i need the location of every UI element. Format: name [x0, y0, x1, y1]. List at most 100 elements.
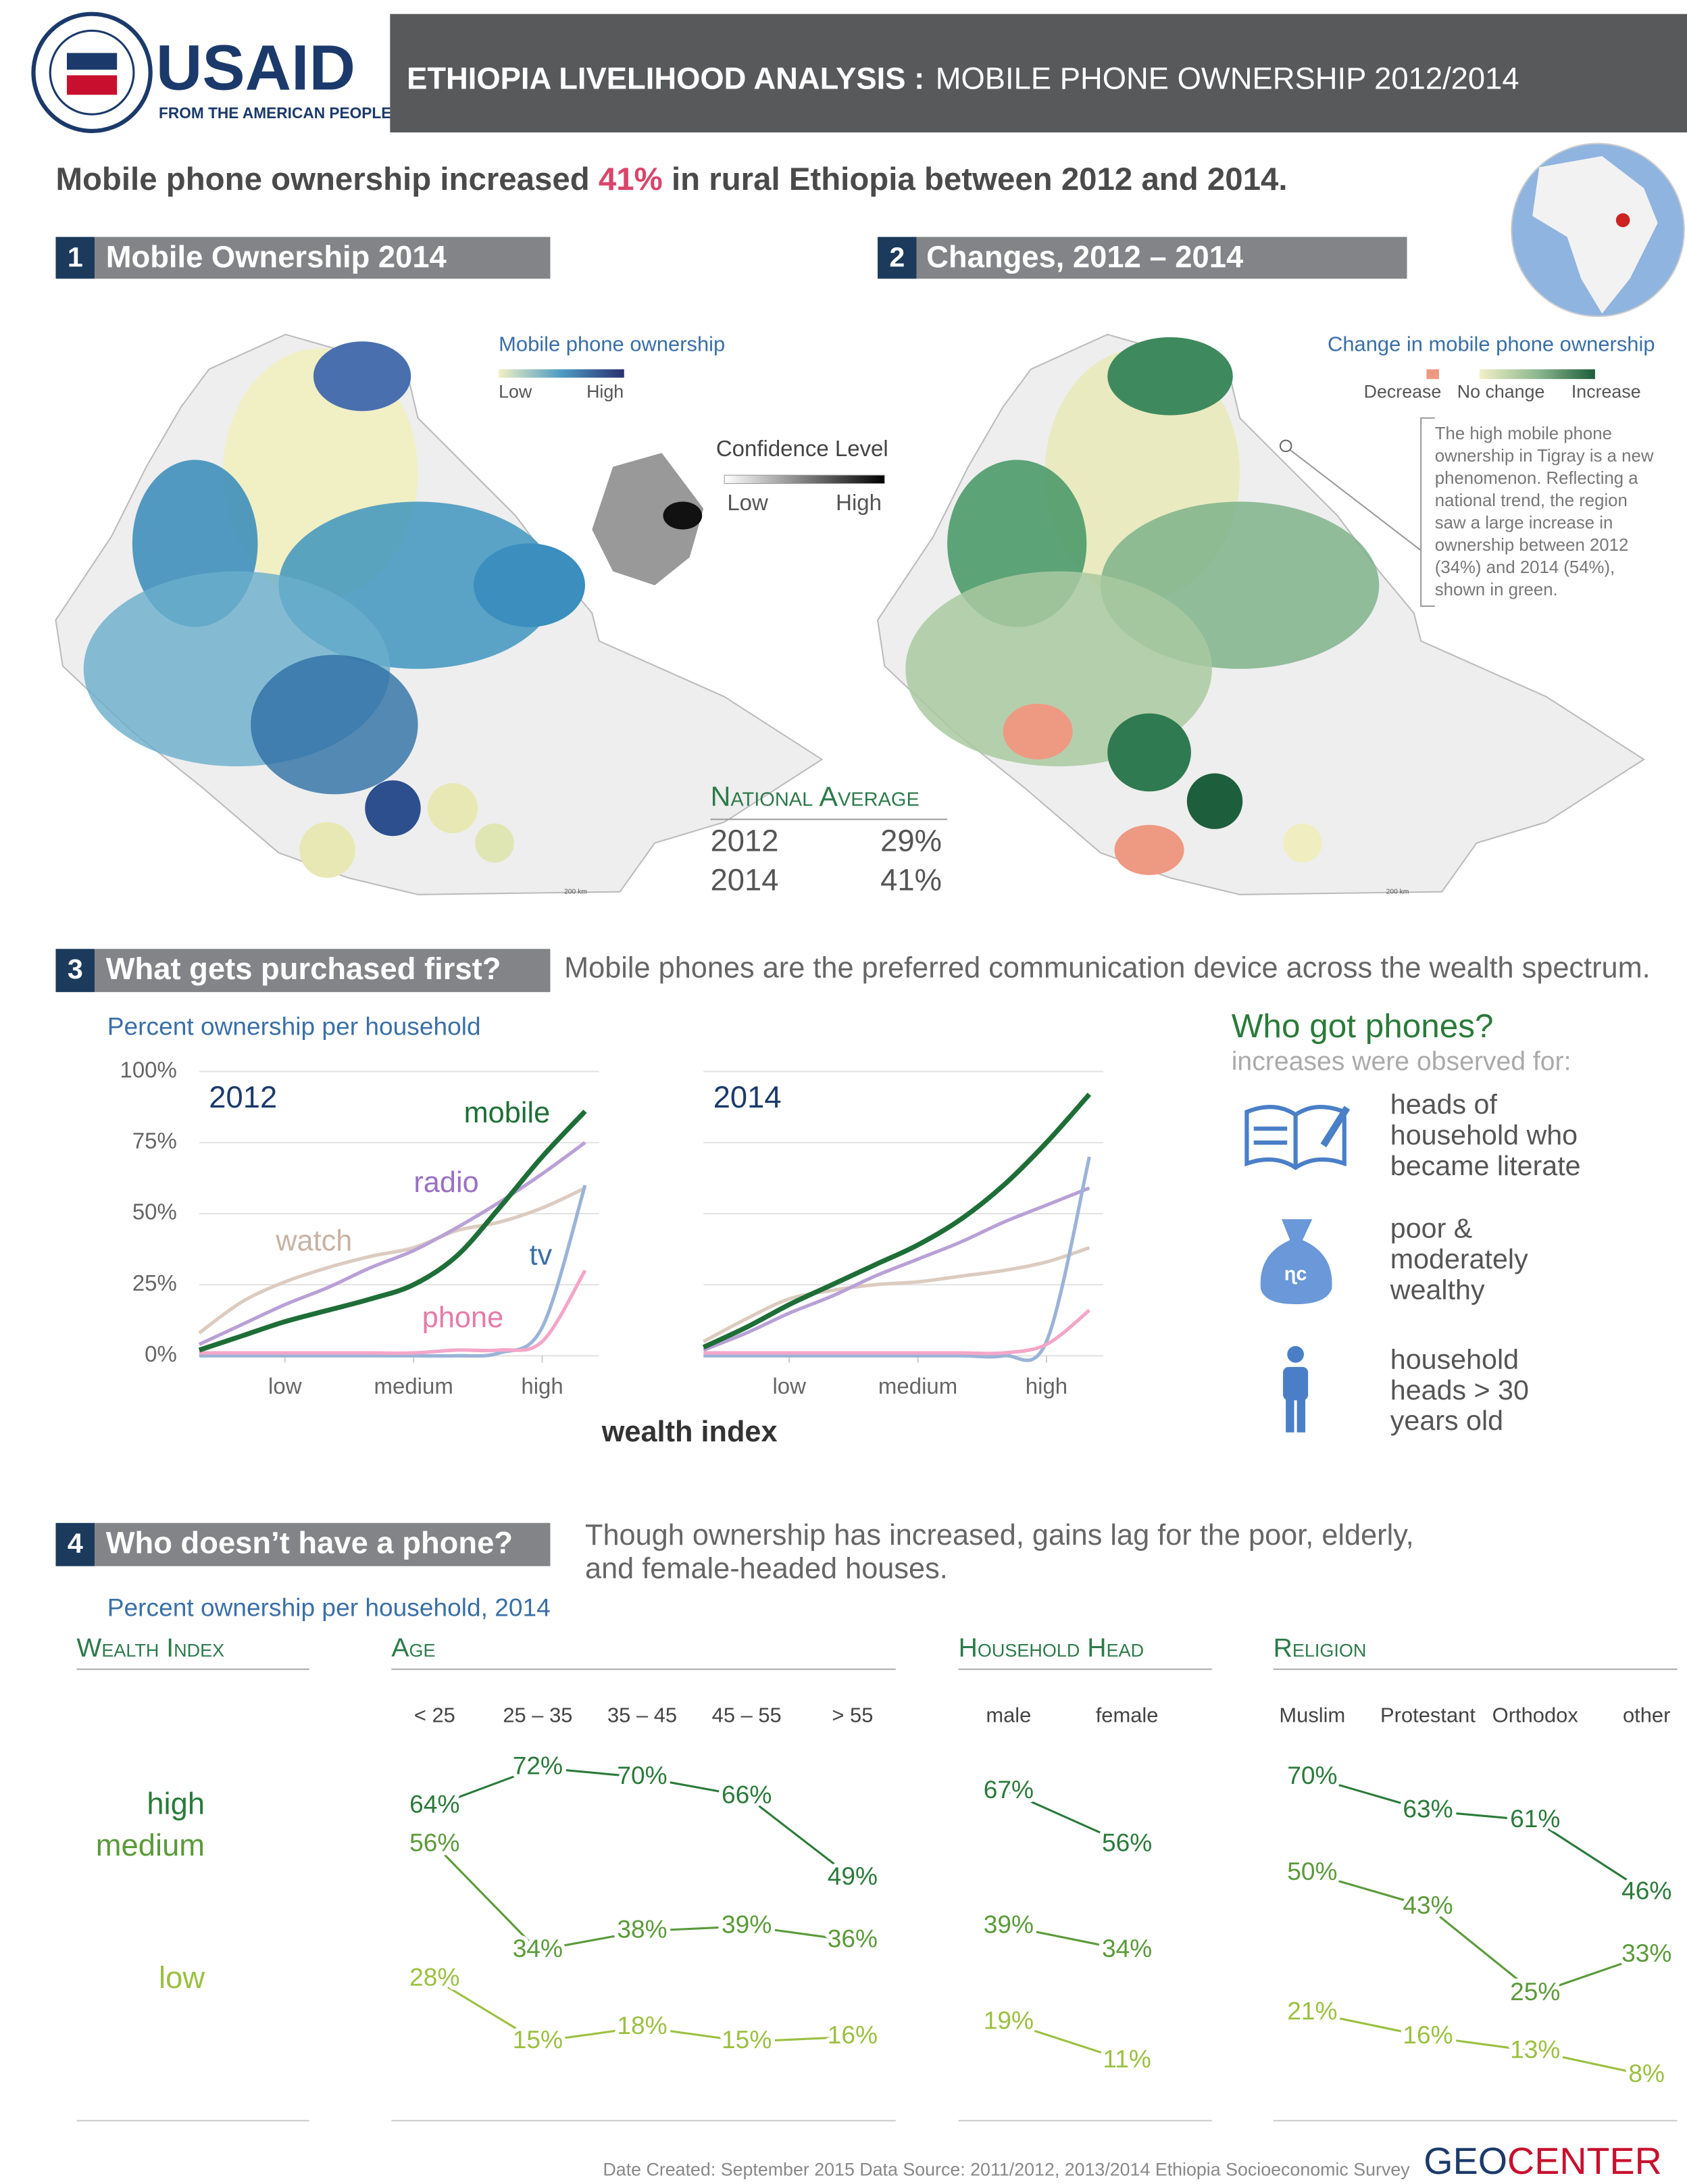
category-label: Muslim — [1279, 1704, 1345, 1727]
annotation-line: ownership between 2012 — [1435, 536, 1629, 555]
section-1-header: 1 Mobile Ownership 2014 — [55, 237, 551, 279]
value-label: 63% — [1403, 1795, 1453, 1823]
who-got-item: wealthy — [1390, 1274, 1485, 1305]
legend-high: High — [586, 382, 624, 402]
value-label: 8% — [1628, 2059, 1665, 2087]
legend-title: Change in mobile phone ownership — [1328, 332, 1655, 356]
headline-text: in rural Ethiopia between 2012 and 2014. — [663, 162, 1288, 197]
value-label: 39% — [984, 1910, 1034, 1938]
value-label: 49% — [828, 1862, 878, 1890]
value-label: 39% — [722, 1910, 772, 1938]
group-header: Household Head — [959, 1634, 1144, 1663]
series-line — [703, 1186, 1090, 1352]
category-label: 35 – 45 — [607, 1704, 677, 1727]
icon-book — [1244, 1105, 1351, 1170]
who-got-item: poor & — [1390, 1213, 1472, 1244]
category-label: other — [1623, 1704, 1670, 1727]
category-label: Protestant — [1380, 1704, 1476, 1727]
category-label: > 55 — [832, 1704, 873, 1727]
axis-title: Percent ownership per household, 2014 — [107, 1593, 551, 1621]
series-label: watch — [275, 1225, 352, 1258]
y-axis-title: Percent ownership per household — [107, 1012, 481, 1041]
annotation-line: shown in green. — [1435, 580, 1558, 599]
average-value: 41% — [880, 862, 942, 897]
annotation-line: (34%) and 2014 (54%), — [1435, 558, 1615, 577]
category-label: female — [1096, 1704, 1159, 1727]
series-line — [198, 1141, 586, 1346]
legend-entry: high — [147, 1786, 205, 1820]
section-subtitle: Mobile phones are the preferred communic… — [564, 952, 1651, 985]
title-bold: ETHIOPIA LIVELIHOOD ANALYSIS : — [407, 61, 924, 96]
icon-person — [1283, 1345, 1309, 1433]
series-line — [703, 1246, 1090, 1343]
who-got-item: moderately — [1390, 1243, 1528, 1274]
title-banner — [390, 14, 1687, 132]
category-label: male — [986, 1704, 1031, 1727]
legend-entry: medium — [96, 1828, 205, 1862]
value-label: 28% — [409, 1963, 459, 1991]
value-label: 34% — [1102, 1934, 1152, 1962]
y-tick-label: 50% — [132, 1199, 177, 1224]
confidence-title: Confidence Level — [716, 436, 888, 461]
x-tick-label: high — [1026, 1373, 1067, 1398]
series-line — [199, 1269, 587, 1356]
value-label: 61% — [1510, 1804, 1560, 1833]
agency-logo: USAID — [156, 32, 355, 103]
who-got-item: household — [1390, 1343, 1519, 1374]
slope-line — [434, 1978, 853, 2043]
x-tick-label: medium — [878, 1373, 957, 1398]
section-title: What gets purchased first? — [106, 951, 501, 986]
section-subtitle: Though ownership has increased, gains la… — [585, 1519, 1414, 1552]
section-title: Who doesn’t have a phone? — [106, 1526, 513, 1560]
slope-line — [1311, 1776, 1648, 1894]
slope-line — [1312, 2012, 1647, 2077]
x-axis-title: wealth index — [601, 1416, 778, 1448]
average-value: 29% — [880, 824, 942, 858]
value-label: 66% — [722, 1780, 772, 1808]
category-label: 25 – 35 — [503, 1704, 572, 1727]
section-title: Changes, 2012 – 2014 — [926, 240, 1243, 274]
value-label: 56% — [409, 1828, 459, 1856]
value-label: 46% — [1621, 1877, 1671, 1905]
section-number: 3 — [68, 953, 83, 985]
legend-no-change: No change — [1457, 382, 1545, 402]
y-tick-label: 25% — [132, 1270, 177, 1295]
value-label: 11% — [1103, 2045, 1151, 2073]
value-label: 16% — [1403, 2020, 1453, 2049]
headline-highlight: 41% — [599, 162, 663, 197]
series-label: radio — [413, 1166, 478, 1199]
who-got-subtitle: increases were observed for: — [1232, 1047, 1571, 1076]
section-3-header: 3 What gets purchased first? — [55, 949, 551, 993]
agency-tagline: FROM THE AMERICAN PEOPLE — [159, 104, 391, 122]
slope-line — [434, 1843, 853, 1952]
footer-note: Date Created: September 2015 Data Source… — [603, 2160, 1410, 2180]
legend-gradient — [499, 369, 624, 378]
confidence-gradient — [724, 474, 885, 485]
group-header: Age — [391, 1634, 435, 1663]
who-got-item: household who — [1390, 1119, 1578, 1150]
who-got-item: heads of — [1390, 1089, 1498, 1120]
national-average-title: National Average — [711, 780, 920, 812]
value-label: 50% — [1287, 1857, 1337, 1885]
section-2-header: 2 Changes, 2012 – 2014 — [878, 237, 1407, 279]
y-tick-label: 0% — [145, 1341, 177, 1366]
chart-year: 2014 — [713, 1080, 782, 1114]
footer-logo: GEOCENTER — [1424, 2140, 1662, 2182]
series-label: phone — [422, 1301, 503, 1334]
legend-low: Low — [499, 382, 532, 402]
slope-line — [434, 1766, 853, 1879]
section-title: Mobile Ownership 2014 — [106, 240, 447, 274]
value-label: 64% — [409, 1790, 459, 1818]
value-label: 18% — [617, 2011, 667, 2039]
year: 2012 — [711, 824, 779, 858]
map-scale: 200 km — [1386, 888, 1409, 895]
group-header: Religion — [1274, 1634, 1367, 1663]
note-marker — [1279, 439, 1292, 453]
annotation: The high mobile phone ownership in Tigray… — [1435, 424, 1654, 599]
value-label: 72% — [513, 1752, 563, 1780]
value-label: 36% — [828, 1925, 878, 1953]
title-light: MOBILE PHONE OWNERSHIP 2012/2014 — [936, 61, 1519, 96]
legend-title: Mobile phone ownership — [499, 332, 725, 356]
value-label: 38% — [617, 1914, 667, 1943]
